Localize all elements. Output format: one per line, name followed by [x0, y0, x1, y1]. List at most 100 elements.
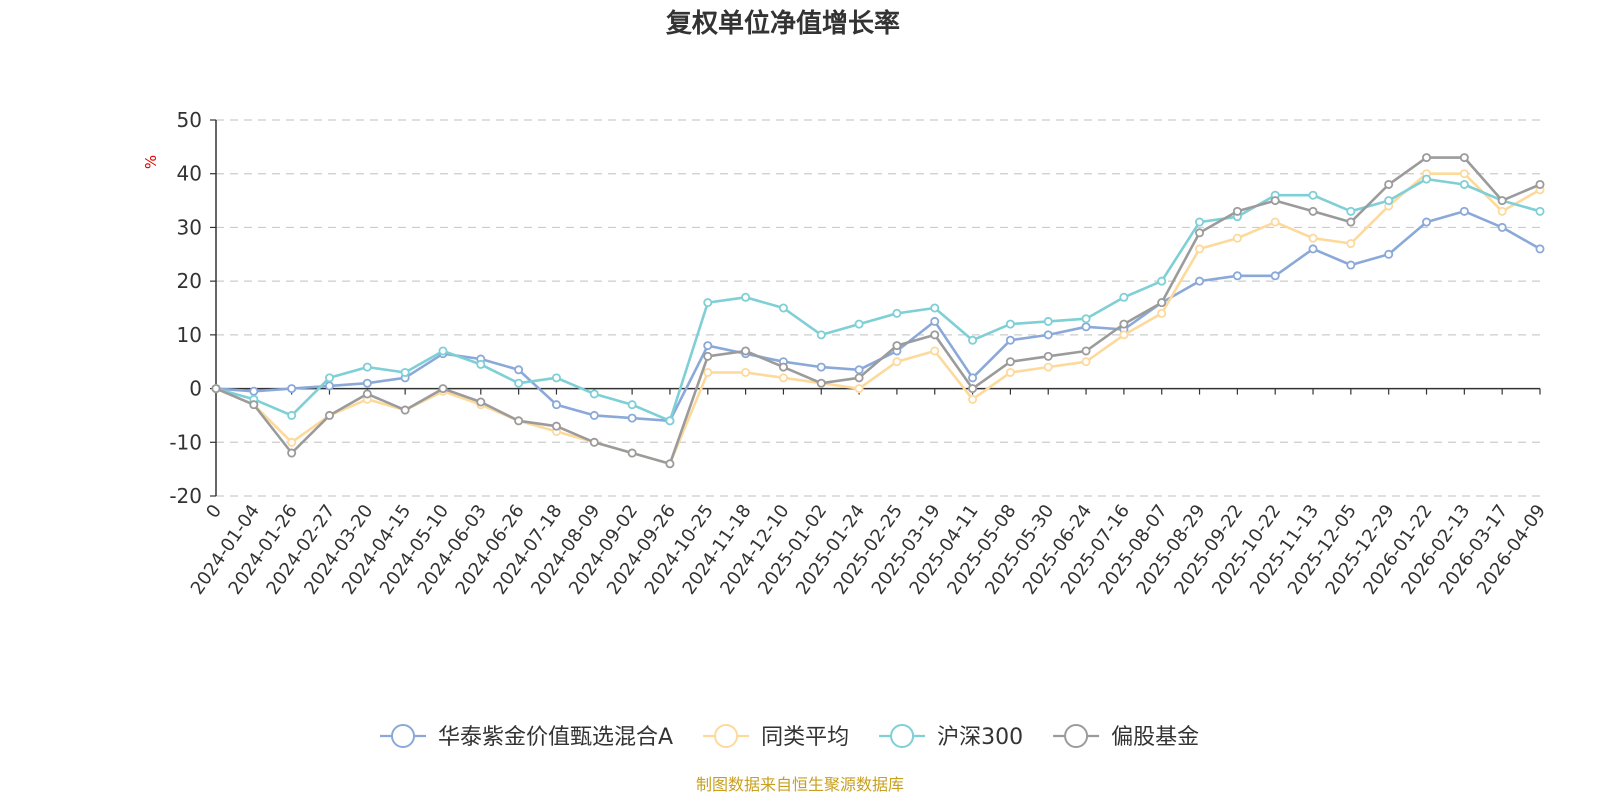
data-point	[211, 384, 221, 394]
data-point	[1497, 206, 1507, 216]
data-point	[1043, 362, 1053, 372]
legend-item[interactable]: 同类平均	[703, 724, 849, 750]
data-point	[1384, 249, 1394, 259]
data-point	[665, 416, 675, 426]
data-point	[1535, 206, 1545, 216]
data-point	[1232, 233, 1242, 243]
series-line	[215, 177, 1541, 423]
y-axis-unit: %	[142, 155, 160, 169]
data-point	[287, 437, 297, 447]
data-point	[627, 400, 637, 410]
data-point	[741, 292, 751, 302]
data-point	[1308, 190, 1318, 200]
data-point	[1535, 244, 1545, 254]
series-3	[211, 153, 1545, 469]
legend-label: 偏股基金	[1111, 725, 1199, 750]
data-point	[1043, 330, 1053, 340]
legend-item[interactable]: 偏股基金	[1053, 724, 1199, 750]
data-point	[1422, 153, 1432, 163]
data-point	[1081, 346, 1091, 356]
legend-label: 同类平均	[761, 725, 849, 750]
data-point	[1497, 196, 1507, 206]
data-point	[854, 373, 864, 383]
axes: 50403020100-10-2002024-01-042024-01-2620…	[169, 108, 1550, 599]
data-point	[514, 416, 524, 426]
y-tick-label: -10	[169, 430, 202, 454]
data-point	[249, 400, 259, 410]
data-point	[778, 362, 788, 372]
data-point	[1459, 169, 1469, 179]
data-point	[1005, 357, 1015, 367]
data-point	[854, 319, 864, 329]
data-point	[968, 373, 978, 383]
data-point	[514, 378, 524, 388]
y-tick-label: 10	[177, 323, 202, 347]
grid-lines	[216, 119, 1540, 497]
legend-label: 华泰紫金价值甄选混合A	[438, 725, 673, 750]
data-point	[438, 346, 448, 356]
y-tick-label: 50	[177, 108, 202, 132]
data-point	[1459, 179, 1469, 189]
data-point	[1081, 314, 1091, 324]
legend-item[interactable]: 华泰紫金价值甄选混合A	[380, 724, 673, 750]
data-point	[1119, 292, 1129, 302]
data-point	[1005, 319, 1015, 329]
data-point	[589, 389, 599, 399]
series-lines	[211, 153, 1545, 469]
data-point	[703, 367, 713, 377]
data-point	[968, 394, 978, 404]
data-point	[551, 400, 561, 410]
legend[interactable]: 华泰紫金价值甄选混合A 同类平均 沪深300 偏股基金	[380, 724, 1199, 750]
data-point	[1270, 217, 1280, 227]
data-point	[854, 384, 864, 394]
series-0	[211, 206, 1545, 426]
data-point	[1346, 260, 1356, 270]
data-point	[1422, 217, 1432, 227]
legend-marker	[890, 724, 915, 748]
data-point	[514, 365, 524, 375]
data-point	[1081, 322, 1091, 332]
data-point	[1308, 233, 1318, 243]
data-point	[1270, 271, 1280, 281]
data-point	[1459, 153, 1469, 163]
data-point	[1157, 298, 1167, 308]
data-point	[324, 381, 334, 391]
data-point	[930, 316, 940, 326]
data-point	[1081, 357, 1091, 367]
data-point	[816, 330, 826, 340]
y-tick-label: -20	[169, 484, 202, 508]
data-point	[324, 410, 334, 420]
data-point	[551, 373, 561, 383]
data-point	[854, 365, 864, 375]
data-point	[1119, 319, 1129, 329]
data-point	[1195, 217, 1205, 227]
data-point	[741, 346, 751, 356]
data-point	[1232, 206, 1242, 216]
data-point	[1346, 206, 1356, 216]
data-point	[324, 373, 334, 383]
data-point	[438, 384, 448, 394]
data-point	[287, 448, 297, 458]
data-point	[627, 448, 637, 458]
data-point	[551, 421, 561, 431]
legend-marker	[391, 724, 415, 748]
data-point	[816, 378, 826, 388]
data-point	[362, 389, 372, 399]
legend-item[interactable]: 沪深300	[879, 724, 1023, 750]
data-point	[1043, 316, 1053, 326]
data-point	[1535, 179, 1545, 189]
data-point	[1043, 351, 1053, 361]
series-line	[215, 156, 1541, 466]
x-tick-label: 0	[202, 501, 226, 522]
data-point	[362, 362, 372, 372]
data-point	[1195, 276, 1205, 286]
data-point	[1346, 217, 1356, 227]
y-tick-label: 30	[177, 215, 202, 239]
data-point	[476, 397, 486, 407]
y-tick-label: 40	[177, 162, 202, 186]
y-tick-label: 20	[177, 269, 202, 293]
data-point	[892, 308, 902, 318]
data-point	[968, 384, 978, 394]
data-point	[1384, 196, 1394, 206]
